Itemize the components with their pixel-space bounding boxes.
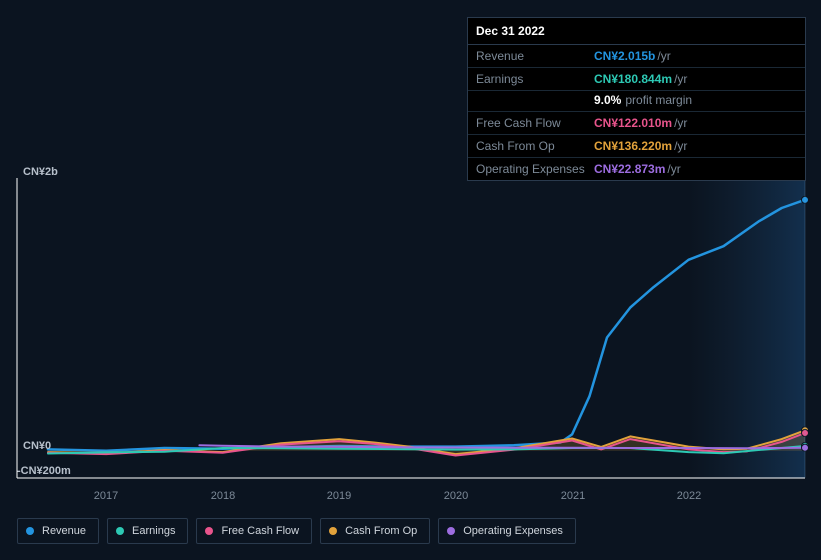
- legend-item-free-cash-flow[interactable]: Free Cash Flow: [196, 518, 312, 544]
- tooltip-extra: 9.0%profit margin: [468, 91, 805, 112]
- legend-label: Revenue: [42, 524, 86, 538]
- legend-label: Operating Expenses: [463, 524, 563, 538]
- y-axis-label: CN¥2b: [23, 166, 58, 178]
- legend-dot-icon: [447, 527, 455, 535]
- tooltip-label: Revenue: [476, 49, 594, 63]
- chart-legend: Revenue Earnings Free Cash Flow Cash From O…: [17, 518, 576, 544]
- x-axis-label: 2018: [211, 490, 235, 502]
- legend-item-earnings[interactable]: Earnings: [107, 518, 188, 544]
- tooltip-label: Free Cash Flow: [476, 116, 594, 130]
- y-axis-label: -CN¥200m: [17, 465, 71, 477]
- legend-dot-icon: [116, 527, 124, 535]
- tooltip-row: Cash From OpCN¥136.220m/yr: [468, 135, 805, 158]
- tooltip-value: CN¥2.015b/yr: [594, 49, 797, 63]
- legend-item-operating-expenses[interactable]: Operating Expenses: [438, 518, 576, 544]
- tooltip-value: CN¥136.220m/yr: [594, 139, 797, 153]
- tooltip-value: CN¥122.010m/yr: [594, 116, 797, 130]
- legend-label: Cash From Op: [345, 524, 417, 538]
- tooltip-label: Earnings: [476, 72, 594, 86]
- legend-dot-icon: [205, 527, 213, 535]
- legend-item-revenue[interactable]: Revenue: [17, 518, 99, 544]
- legend-label: Free Cash Flow: [221, 524, 299, 538]
- tooltip-row: RevenueCN¥2.015b/yr: [468, 45, 805, 68]
- x-axis-label: 2022: [677, 490, 701, 502]
- legend-dot-icon: [26, 527, 34, 535]
- x-axis-label: 2019: [327, 490, 351, 502]
- tooltip-row: Operating ExpensesCN¥22.873m/yr: [468, 158, 805, 180]
- tooltip-row: Free Cash FlowCN¥122.010m/yr: [468, 112, 805, 135]
- chart-root: CN¥2b CN¥0 -CN¥200m 2017 2018 2019 2020 2021 20…: [0, 0, 821, 560]
- tooltip-label: Cash From Op: [476, 139, 594, 153]
- tooltip-value: CN¥180.844m/yr: [594, 72, 797, 86]
- y-axis-label: CN¥0: [23, 440, 51, 452]
- tooltip-label: Operating Expenses: [476, 162, 594, 176]
- tooltip-value: CN¥22.873m/yr: [594, 162, 797, 176]
- tooltip-title: Dec 31 2022: [468, 18, 805, 45]
- tooltip-row: EarningsCN¥180.844m/yr: [468, 68, 805, 91]
- legend-item-cash-from-op[interactable]: Cash From Op: [320, 518, 430, 544]
- legend-label: Earnings: [132, 524, 175, 538]
- x-axis-label: 2020: [444, 490, 468, 502]
- x-axis-label: 2017: [94, 490, 118, 502]
- x-axis-label: 2021: [561, 490, 585, 502]
- legend-dot-icon: [329, 527, 337, 535]
- data-tooltip: Dec 31 2022RevenueCN¥2.015b/yrEarningsCN…: [467, 17, 806, 181]
